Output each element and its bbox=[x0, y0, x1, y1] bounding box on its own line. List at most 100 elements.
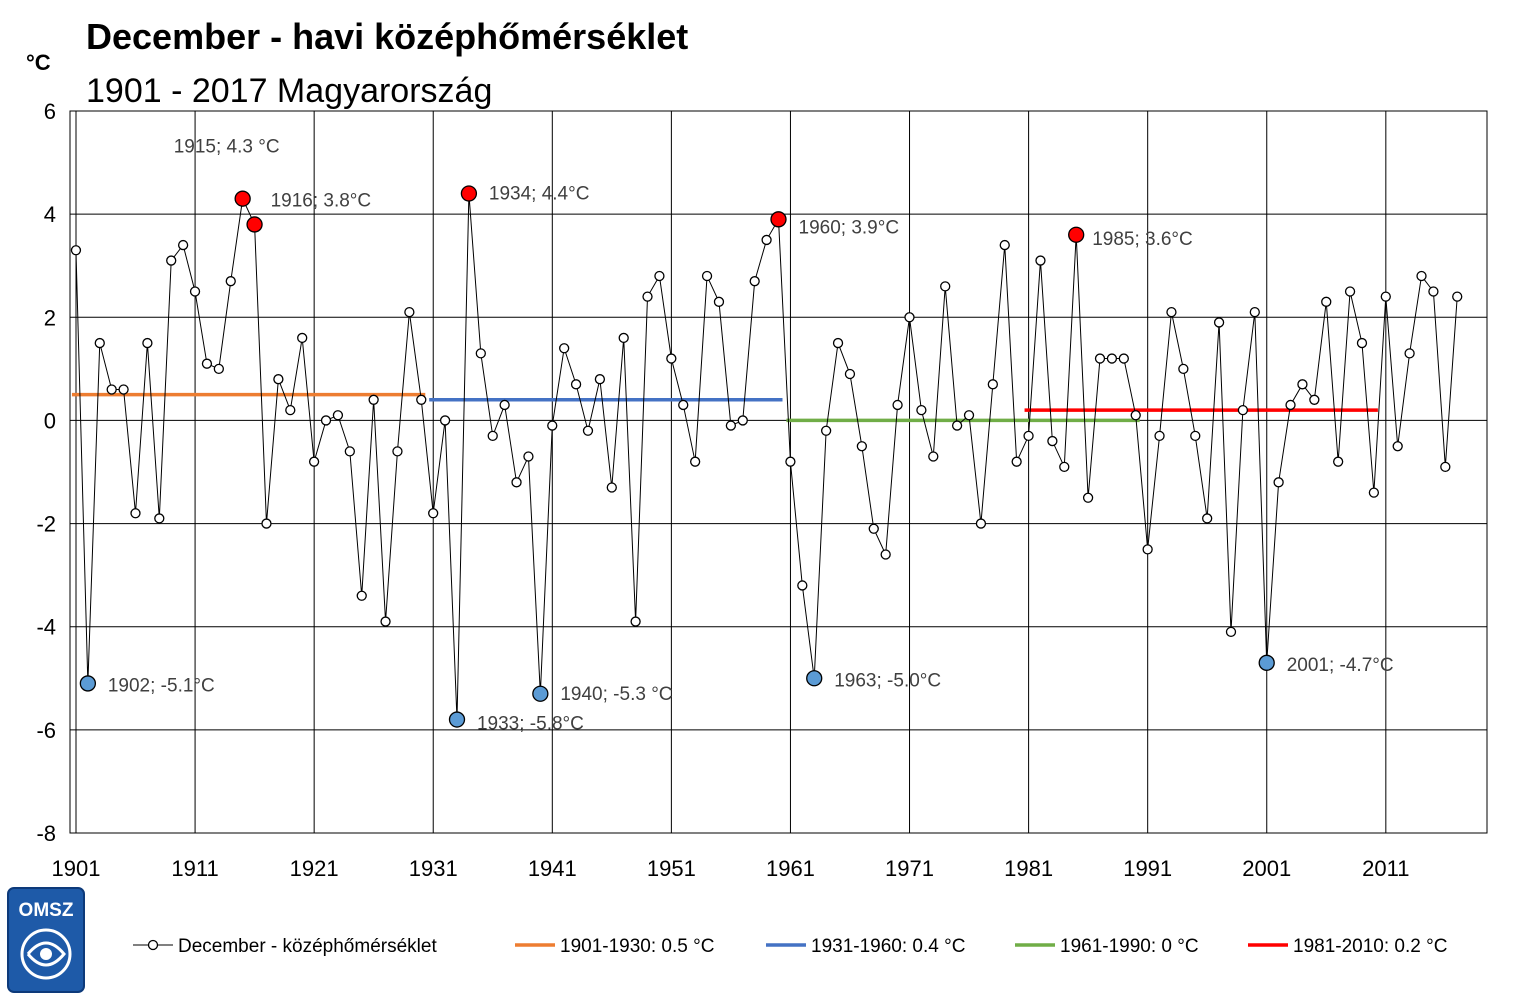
data-point bbox=[1106, 353, 1118, 364]
data-point bbox=[1404, 348, 1415, 359]
data-point bbox=[201, 358, 213, 369]
data-point bbox=[630, 616, 641, 627]
data-point bbox=[570, 379, 582, 390]
extreme-point bbox=[1258, 654, 1275, 671]
data-point bbox=[1380, 291, 1391, 302]
data-point bbox=[439, 415, 451, 426]
data-point bbox=[547, 420, 558, 431]
extreme-label: 1915; 4.3 °C bbox=[174, 137, 280, 158]
data-point bbox=[1011, 456, 1022, 467]
data-point bbox=[987, 379, 998, 390]
data-point bbox=[1213, 317, 1225, 328]
data-point bbox=[678, 399, 689, 411]
x-tick-label: 2001 bbox=[1242, 856, 1291, 881]
legend-label: 1931-1960: 0.4 °C bbox=[811, 936, 965, 957]
plot-area bbox=[69, 110, 1488, 834]
data-point bbox=[1118, 353, 1129, 364]
data-point bbox=[951, 420, 963, 431]
data-point bbox=[332, 410, 344, 421]
data-point bbox=[749, 276, 760, 287]
extreme-label: 1963; -5.0°C bbox=[834, 670, 941, 691]
data-point bbox=[666, 353, 677, 364]
data-point bbox=[701, 270, 713, 282]
data-point bbox=[999, 239, 1010, 251]
data-point bbox=[797, 580, 808, 591]
data-point bbox=[1094, 353, 1106, 364]
x-tick-label: 1901 bbox=[52, 856, 101, 881]
extreme-point bbox=[806, 670, 823, 687]
data-point bbox=[94, 337, 105, 349]
y-tick-label: 6 bbox=[44, 99, 56, 124]
data-point bbox=[1285, 399, 1296, 411]
data-point bbox=[130, 508, 141, 519]
y-tick-label: -8 bbox=[36, 821, 56, 846]
legend-marker bbox=[147, 939, 159, 951]
extreme-label: 1916; 3.8°C bbox=[271, 190, 372, 211]
data-point bbox=[1344, 286, 1356, 297]
data-point bbox=[654, 270, 665, 282]
extreme-label: 2001; -4.7°C bbox=[1287, 655, 1394, 676]
data-point bbox=[1452, 291, 1463, 302]
data-point bbox=[356, 590, 367, 601]
data-point bbox=[273, 374, 284, 385]
data-point bbox=[380, 616, 391, 627]
data-point bbox=[297, 332, 308, 344]
data-point bbox=[606, 482, 617, 493]
data-point bbox=[1178, 363, 1189, 375]
data-point bbox=[1190, 430, 1201, 442]
data-point bbox=[844, 368, 856, 380]
data-point bbox=[166, 255, 177, 266]
y-axis-unit: °C bbox=[26, 50, 51, 75]
y-tick-label: -4 bbox=[36, 615, 56, 640]
data-point bbox=[1333, 456, 1344, 467]
legend-label: 1981-2010: 0.2 °C bbox=[1293, 936, 1447, 957]
legend-label: 1901-1930: 0.5 °C bbox=[560, 936, 714, 957]
data-point bbox=[499, 399, 510, 411]
logo-text: OMSZ bbox=[19, 900, 74, 921]
data-point bbox=[511, 477, 522, 488]
data-point bbox=[428, 508, 439, 519]
data-point bbox=[856, 441, 868, 452]
extreme-label: 1985; 3.6°C bbox=[1092, 229, 1193, 250]
data-point bbox=[880, 549, 891, 560]
extreme-point bbox=[246, 216, 263, 233]
data-point bbox=[344, 446, 355, 457]
y-tick-label: 0 bbox=[44, 408, 56, 433]
extreme-label: 1940; -5.3 °C bbox=[560, 684, 672, 705]
data-point bbox=[963, 410, 975, 421]
data-point bbox=[1392, 441, 1403, 452]
data-point bbox=[308, 456, 320, 467]
data-point bbox=[1035, 255, 1046, 266]
data-point bbox=[1321, 296, 1332, 307]
data-point bbox=[1059, 461, 1070, 472]
data-point bbox=[1440, 461, 1451, 472]
data-point bbox=[1166, 306, 1177, 318]
data-point bbox=[225, 276, 236, 287]
extreme-point bbox=[532, 685, 549, 702]
data-point bbox=[142, 337, 153, 349]
extreme-point bbox=[79, 675, 97, 692]
x-tick-label: 1971 bbox=[885, 856, 934, 881]
y-tick-label: -2 bbox=[36, 512, 56, 537]
data-point bbox=[904, 312, 915, 323]
data-point bbox=[70, 245, 82, 256]
data-point bbox=[1249, 306, 1260, 318]
x-tick-label: 1981 bbox=[1004, 856, 1053, 881]
data-point bbox=[642, 291, 653, 302]
data-point bbox=[189, 286, 201, 297]
data-point bbox=[118, 384, 129, 395]
data-point bbox=[1142, 544, 1153, 555]
data-point bbox=[1130, 410, 1141, 421]
data-point bbox=[1225, 626, 1237, 638]
y-tick-label: -6 bbox=[36, 718, 56, 743]
data-point bbox=[523, 451, 534, 462]
data-point bbox=[928, 451, 939, 462]
legend-label: December - középhőmérséklet bbox=[178, 936, 437, 957]
data-point bbox=[213, 363, 224, 375]
extreme-point bbox=[1068, 226, 1085, 243]
extreme-label: 1960; 3.9°C bbox=[799, 217, 900, 238]
chart-title: December - havi középhőmérséklet bbox=[86, 16, 689, 57]
data-point bbox=[975, 518, 987, 529]
data-point bbox=[320, 415, 332, 426]
data-point bbox=[1237, 404, 1249, 416]
